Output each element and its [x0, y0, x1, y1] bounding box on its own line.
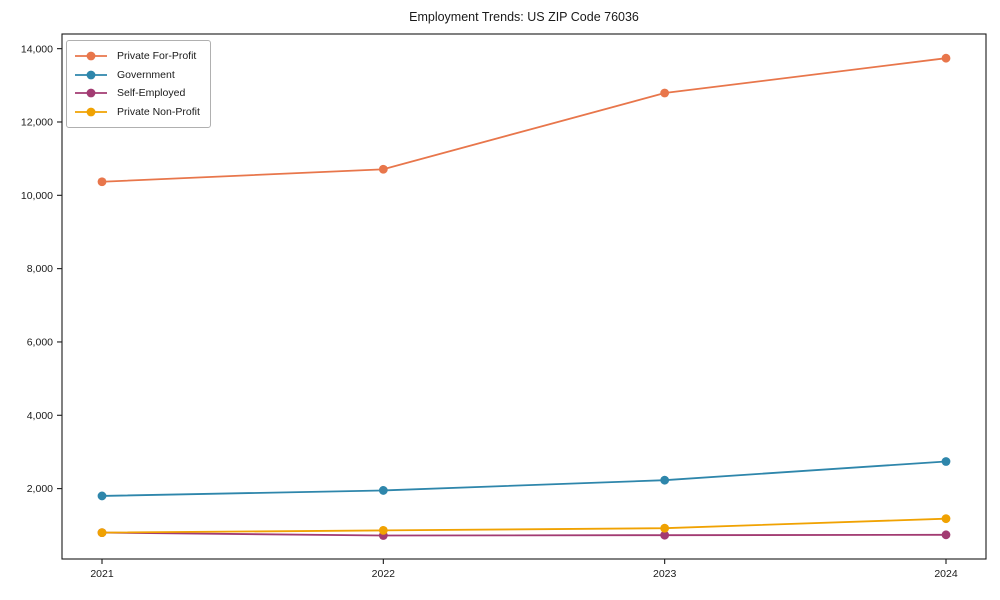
y-tick-label: 12,000	[21, 117, 53, 129]
y-tick-label: 6,000	[27, 337, 53, 349]
series-marker-government	[97, 491, 107, 501]
y-tick-label: 2,000	[27, 483, 53, 495]
y-tick-label: 14,000	[21, 43, 53, 55]
legend-label: Private For-Profit	[117, 50, 197, 63]
series-marker-private-non-profit	[378, 526, 388, 535]
series-marker-self-employed	[941, 530, 951, 540]
series-marker-private-for-profit	[378, 164, 388, 174]
series-marker-private-non-profit	[660, 523, 670, 533]
y-tick-label: 4,000	[27, 410, 53, 422]
x-tick-label: 2022	[372, 568, 396, 580]
series-line-government	[101, 460, 947, 497]
series-marker-private-for-profit	[660, 88, 670, 98]
chart-title: Employment Trends: US ZIP Code 76036	[409, 10, 639, 24]
legend-label: Government	[117, 68, 175, 81]
legend-marker-icon	[75, 51, 107, 61]
legend-item-private-for-profit: Private For-Profit	[74, 47, 200, 66]
series-marker-private-non-profit	[941, 514, 951, 524]
legend-marker-icon	[75, 70, 107, 80]
legend-marker-icon	[75, 107, 107, 117]
legend-item-private-non-profit: Private Non-Profit	[74, 103, 200, 122]
legend-item-self-employed: Self-Employed	[74, 84, 200, 103]
series-marker-government	[941, 457, 951, 466]
series-marker-private-for-profit	[97, 177, 107, 187]
y-tick-label: 10,000	[21, 190, 53, 202]
legend-label: Self-Employed	[117, 87, 186, 100]
legend-marker-icon	[75, 88, 107, 98]
x-tick-label: 2023	[653, 568, 677, 580]
y-tick-label: 8,000	[27, 263, 53, 275]
x-tick-label: 2021	[90, 568, 114, 580]
x-tick-label: 2024	[934, 568, 958, 580]
series-marker-private-for-profit	[941, 53, 951, 63]
series-marker-government	[378, 486, 388, 495]
series-line-self-employed	[101, 531, 947, 537]
series-line-private-for-profit	[101, 57, 947, 183]
series-line-private-non-profit	[101, 517, 947, 534]
legend: Private For-Profit Government Self-Employe…	[66, 40, 211, 128]
series-marker-self-employed	[660, 530, 670, 540]
series-marker-government	[660, 475, 670, 485]
series-marker-private-non-profit	[97, 528, 107, 538]
legend-item-government: Government	[74, 66, 200, 85]
legend-label: Private Non-Profit	[117, 105, 200, 118]
plot-frame	[61, 33, 987, 560]
